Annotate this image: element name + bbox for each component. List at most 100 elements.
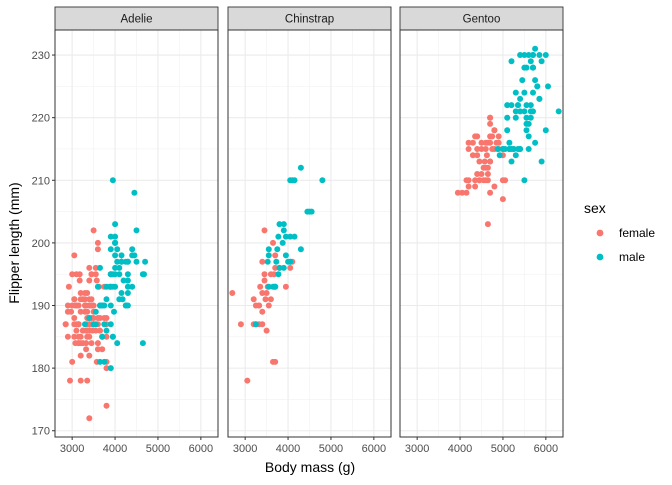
- data-point-female: [267, 296, 274, 303]
- data-point-male: [542, 52, 549, 58]
- data-point-female: [481, 158, 488, 165]
- data-point-male: [107, 302, 114, 309]
- data-point-female: [84, 333, 91, 340]
- data-point-male: [280, 227, 287, 234]
- data-point-male: [107, 321, 114, 328]
- data-point-female: [86, 277, 93, 284]
- data-point-male: [504, 127, 511, 134]
- data-point-male: [525, 52, 532, 58]
- data-point-female: [454, 189, 461, 196]
- data-point-male: [103, 296, 110, 303]
- data-point-female: [244, 377, 251, 384]
- data-point-female: [86, 296, 93, 303]
- y-tick-label: 190: [32, 301, 50, 313]
- data-point-female: [69, 302, 76, 309]
- data-point-female: [229, 290, 236, 296]
- x-tick-label: 3000: [233, 443, 257, 455]
- data-point-male: [525, 120, 532, 127]
- data-point-female: [88, 340, 95, 347]
- data-point-male: [525, 146, 532, 152]
- data-point-male: [512, 89, 519, 96]
- data-point-male: [107, 365, 114, 372]
- data-point-male: [536, 95, 543, 102]
- data-point-male: [515, 102, 521, 109]
- legend-label-female: female: [619, 226, 655, 240]
- data-point-female: [68, 308, 75, 315]
- data-point-male: [542, 127, 549, 134]
- data-point-female: [73, 321, 80, 328]
- y-tick-label: 230: [32, 50, 50, 62]
- data-point-male: [523, 127, 530, 134]
- x-axis-title: Body mass (g): [265, 459, 355, 475]
- x-tick-label: 4000: [103, 443, 127, 455]
- y-tick-label: 180: [32, 363, 50, 375]
- data-point-female: [474, 146, 481, 152]
- data-point-female: [259, 290, 266, 296]
- data-point-female: [487, 189, 494, 196]
- data-point-female: [77, 352, 84, 359]
- data-point-female: [476, 177, 483, 184]
- data-point-female: [261, 271, 268, 278]
- data-point-male: [97, 358, 103, 365]
- data-point-female: [465, 183, 472, 190]
- data-point-male: [131, 252, 138, 259]
- data-point-male: [527, 58, 534, 65]
- data-point-female: [487, 158, 494, 165]
- data-point-male: [508, 102, 515, 109]
- x-tick-label: 4000: [448, 443, 472, 455]
- legend-swatch-male: [596, 253, 604, 261]
- facet-strip-label-gentoo: Gentoo: [463, 14, 501, 26]
- data-point-male: [109, 333, 116, 340]
- data-point-male: [133, 258, 140, 265]
- data-point-female: [86, 264, 93, 271]
- data-point-female: [103, 333, 110, 340]
- data-point-male: [496, 152, 503, 159]
- data-point-female: [99, 346, 106, 353]
- data-point-male: [120, 277, 127, 284]
- data-point-male: [534, 83, 541, 90]
- data-point-female: [495, 133, 502, 140]
- data-point-male: [517, 146, 524, 152]
- data-point-male: [133, 227, 140, 234]
- data-point-male: [112, 252, 119, 259]
- y-axis-title: Flipper length (mm): [6, 182, 22, 303]
- data-point-male: [116, 271, 123, 278]
- data-point-male: [494, 146, 501, 152]
- data-point-male: [291, 177, 298, 184]
- data-point-female: [270, 239, 276, 246]
- data-point-female: [76, 277, 83, 284]
- data-point-female: [77, 296, 84, 303]
- data-point-female: [465, 146, 472, 152]
- data-point-male: [107, 233, 114, 240]
- data-point-female: [73, 327, 80, 334]
- data-point-male: [103, 327, 110, 334]
- data-point-male: [273, 258, 280, 265]
- data-point-male: [512, 108, 519, 115]
- data-point-male: [131, 189, 138, 196]
- data-point-female: [65, 283, 72, 290]
- data-point-male: [86, 315, 93, 321]
- data-point-female: [463, 189, 470, 196]
- legend-label-male: male: [619, 250, 645, 264]
- data-point-male: [532, 77, 539, 84]
- data-point-male: [276, 221, 283, 228]
- data-point-male: [521, 89, 528, 96]
- data-point-male: [280, 264, 287, 271]
- data-point-male: [107, 271, 114, 278]
- data-point-male: [139, 340, 146, 347]
- data-point-female: [89, 327, 96, 334]
- data-point-female: [250, 296, 257, 303]
- data-point-female: [487, 133, 494, 140]
- data-point-male: [107, 246, 114, 253]
- data-point-male: [112, 221, 119, 228]
- data-point-female: [71, 296, 78, 303]
- y-tick-label: 200: [32, 238, 50, 250]
- data-point-female: [237, 321, 244, 328]
- data-point-male: [276, 264, 283, 271]
- legend-swatch-female: [596, 229, 604, 237]
- data-point-male: [508, 158, 515, 165]
- data-point-male: [101, 302, 108, 309]
- data-point-male: [124, 258, 131, 265]
- data-point-male: [112, 283, 119, 290]
- data-point-female: [103, 365, 110, 372]
